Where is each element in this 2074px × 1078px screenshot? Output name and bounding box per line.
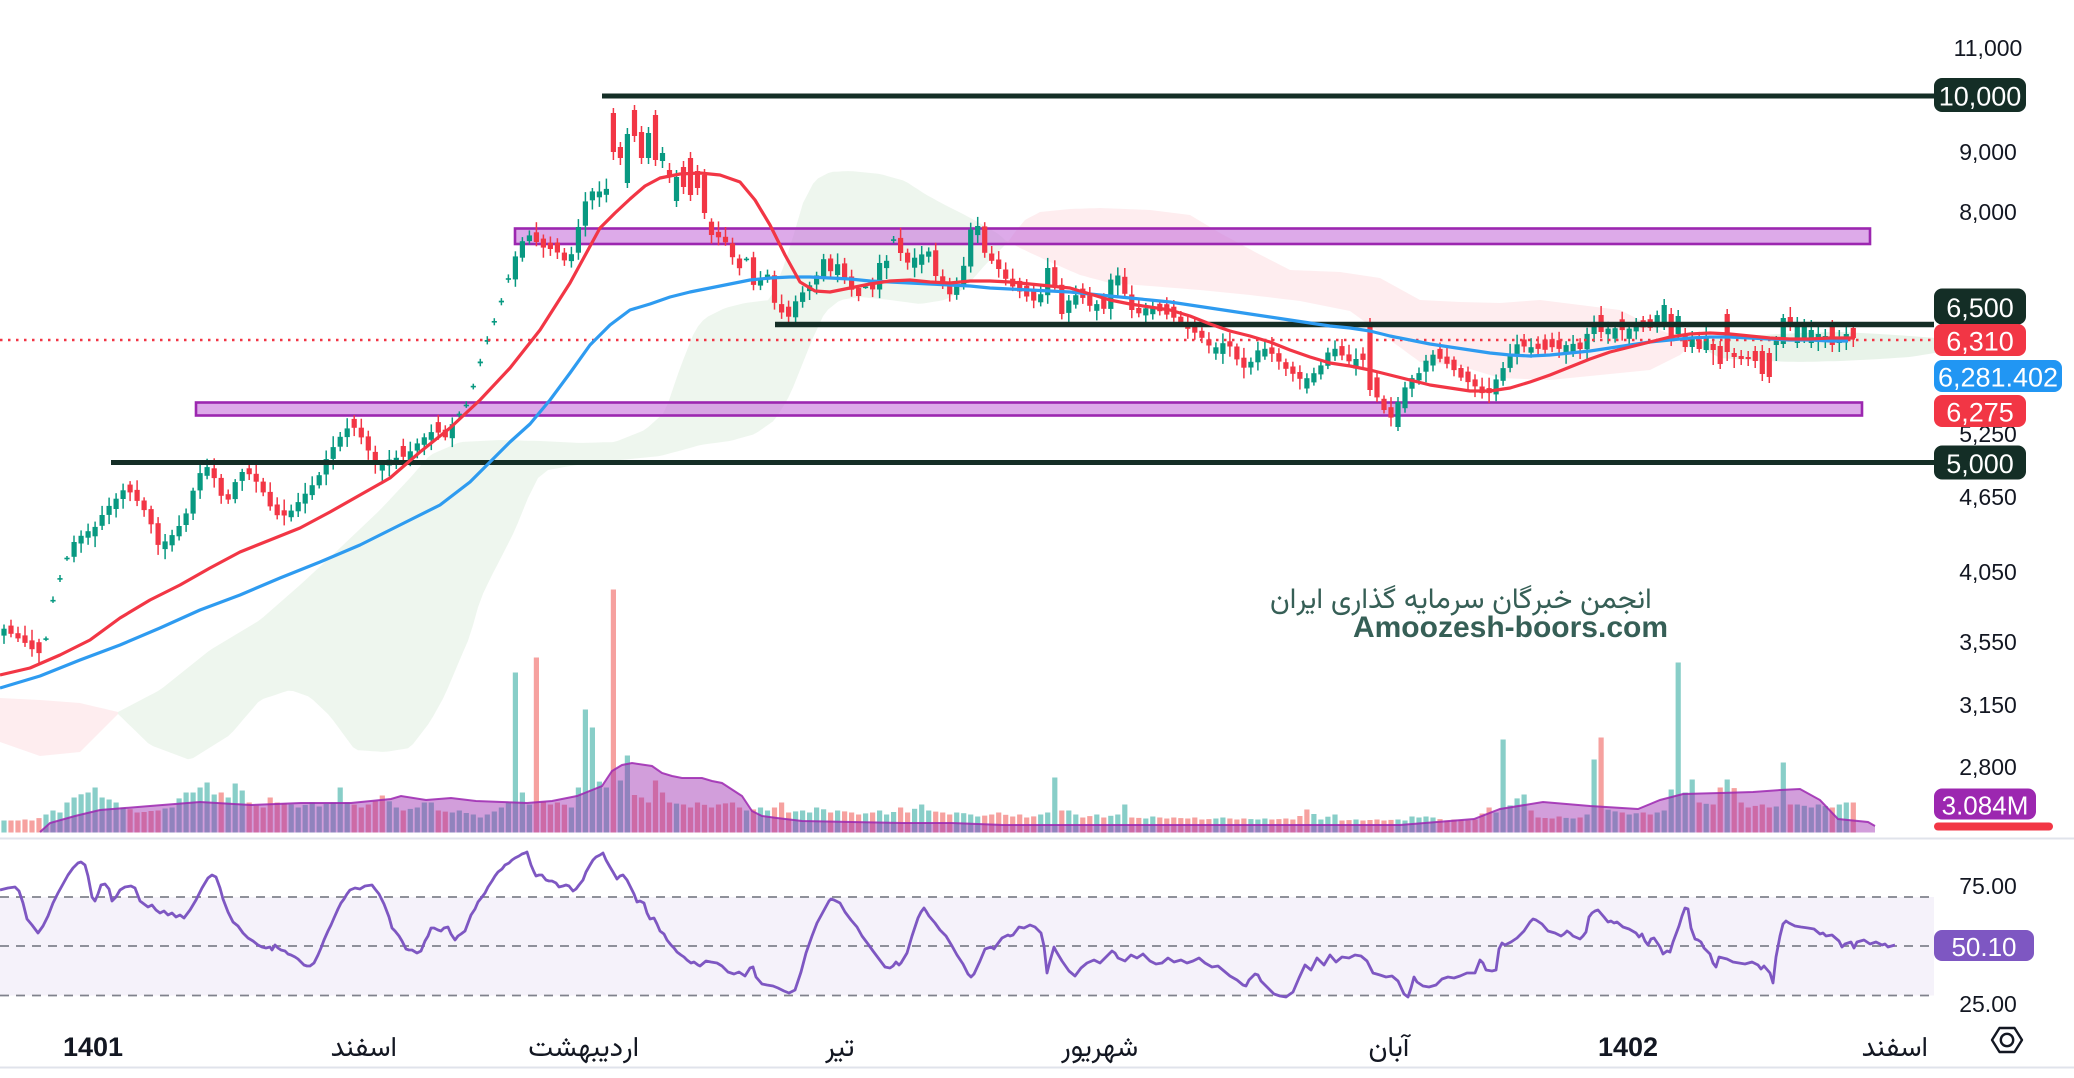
svg-text:50.10: 50.10 [1951,932,2016,962]
svg-text:5,000: 5,000 [1946,449,2014,479]
svg-text:11,000: 11,000 [1954,35,2023,61]
svg-text:9,000: 9,000 [1959,139,2017,165]
svg-text:2,800: 2,800 [1959,754,2017,780]
svg-text:6,275: 6,275 [1946,398,2014,428]
svg-text:Amoozesh-boors.com: Amoozesh-boors.com [1353,611,1668,644]
svg-text:4,650: 4,650 [1959,484,2017,510]
svg-text:6,500: 6,500 [1946,293,2014,323]
svg-text:3.084M: 3.084M [1942,791,2029,821]
svg-text:6,281.402: 6,281.402 [1938,363,2058,393]
svg-text:75.00: 75.00 [1959,873,2017,899]
svg-text:3,150: 3,150 [1959,692,2017,718]
svg-text:4,050: 4,050 [1959,559,2017,585]
svg-text:10,000: 10,000 [1939,82,2022,112]
svg-text:3,550: 3,550 [1959,629,2017,655]
svg-text:1401: 1401 [63,1032,123,1062]
svg-text:25.00: 25.00 [1959,991,2017,1017]
svg-text:8,000: 8,000 [1959,199,2017,225]
svg-text:6,310: 6,310 [1946,327,2014,357]
svg-text:1402: 1402 [1598,1032,1658,1062]
